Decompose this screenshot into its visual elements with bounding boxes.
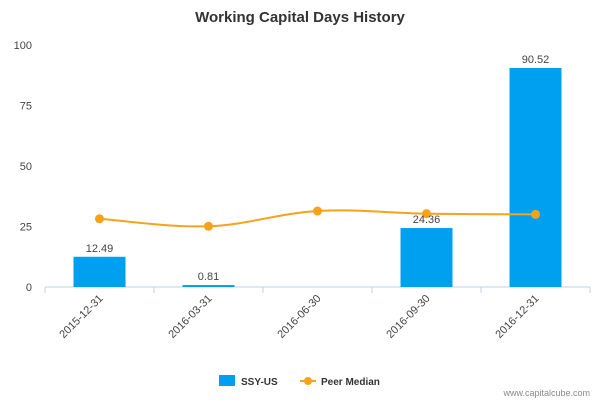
x-tick-label-4: 2016-12-31 [493,293,541,341]
peer-median-point-0 [95,214,104,224]
bar-value-label-0: 12.49 [86,243,114,255]
peer-median-point-3 [422,209,431,219]
y-tick-label-4: 100 [14,40,32,52]
peer-median-point-4 [531,209,540,219]
legend-label-peer: Peer Median [321,377,380,388]
data-labels: 12.49 0.81 24.36 90.52 [86,54,550,283]
bar-value-label-4: 90.52 [522,54,550,66]
x-axis: 2015-12-31 2016-03-31 2016-06-30 2016-09-30… [44,286,591,341]
bar-3 [400,228,453,287]
legend-line-marker [304,377,312,385]
x-tick-label-3: 2016-09-30 [384,293,432,341]
bar-value-label-3: 24.36 [413,214,441,226]
bar-0 [73,256,126,287]
x-tick-label-2: 2016-06-30 [275,293,323,341]
chart-title: Working Capital Days History [195,9,405,26]
bar-1 [182,285,235,287]
peer-median-point-2 [313,206,322,216]
legend: SSY-US Peer Median [219,375,380,388]
bar-value-label-1: 0.81 [198,271,219,283]
line-series [95,206,540,231]
y-tick-label-2: 50 [20,161,32,173]
legend-label-ssy: SSY-US [241,377,278,388]
y-tick-label-1: 25 [20,222,32,234]
bar-series [73,67,562,288]
bar-4 [509,67,562,288]
x-tick-label-0: 2015-12-31 [57,293,105,341]
y-tick-label-3: 75 [20,101,32,113]
y-axis: 0 25 50 75 100 [14,40,32,294]
y-tick-label-0: 0 [26,282,32,294]
x-tick-label-1: 2016-03-31 [166,293,214,341]
legend-bar-swatch [219,375,235,386]
footer-credit: www.capitalcube.com [502,388,590,398]
peer-median-point-1 [204,221,213,231]
